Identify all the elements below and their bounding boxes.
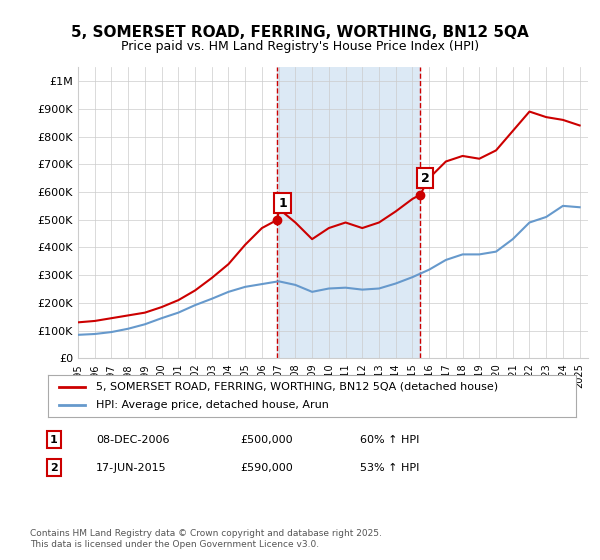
Text: 2: 2	[50, 463, 58, 473]
Text: 53% ↑ HPI: 53% ↑ HPI	[360, 463, 419, 473]
Text: 60% ↑ HPI: 60% ↑ HPI	[360, 435, 419, 445]
Text: 1: 1	[278, 197, 287, 209]
Text: 5, SOMERSET ROAD, FERRING, WORTHING, BN12 5QA: 5, SOMERSET ROAD, FERRING, WORTHING, BN1…	[71, 25, 529, 40]
Text: £590,000: £590,000	[240, 463, 293, 473]
Text: 5, SOMERSET ROAD, FERRING, WORTHING, BN12 5QA (detached house): 5, SOMERSET ROAD, FERRING, WORTHING, BN1…	[95, 382, 497, 392]
Bar	[277, 67, 420, 358]
Text: 08-DEC-2006: 08-DEC-2006	[96, 435, 170, 445]
Text: Price paid vs. HM Land Registry's House Price Index (HPI): Price paid vs. HM Land Registry's House …	[121, 40, 479, 53]
Text: 17-JUN-2015: 17-JUN-2015	[96, 463, 167, 473]
Text: £500,000: £500,000	[240, 435, 293, 445]
Text: HPI: Average price, detached house, Arun: HPI: Average price, detached house, Arun	[95, 400, 328, 410]
Text: Contains HM Land Registry data © Crown copyright and database right 2025.
This d: Contains HM Land Registry data © Crown c…	[30, 529, 382, 549]
Text: 2: 2	[421, 171, 430, 185]
Text: 1: 1	[50, 435, 58, 445]
